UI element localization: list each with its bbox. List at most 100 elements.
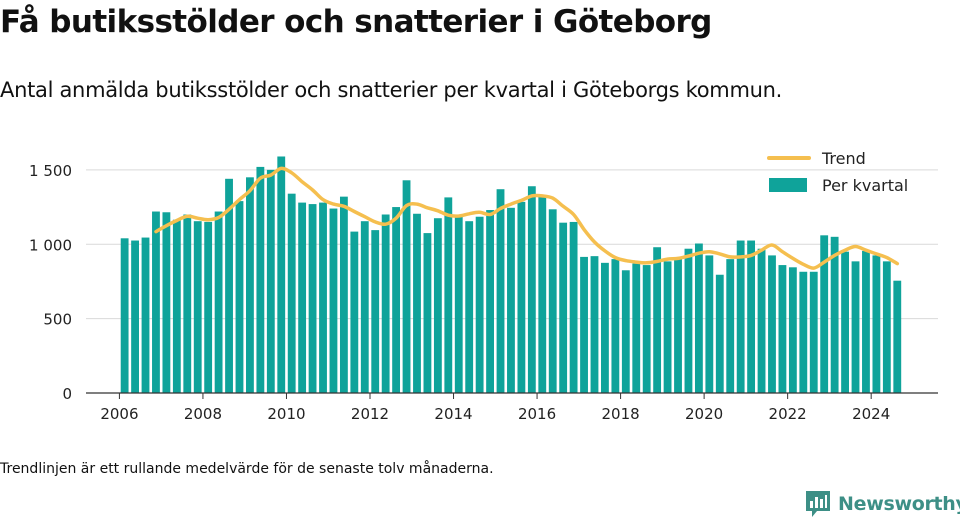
trend-line-path	[154, 166, 900, 270]
bar	[663, 261, 672, 393]
bar	[517, 201, 526, 393]
bar	[538, 196, 547, 393]
x-tick-label: 2024	[852, 405, 890, 423]
y-axis: 0 500 1 000 1 500	[29, 162, 72, 403]
bar	[308, 204, 317, 393]
bar	[433, 218, 442, 393]
bar	[632, 263, 641, 393]
bar	[172, 219, 181, 393]
x-tick-label: 2008	[184, 405, 222, 423]
bar	[590, 256, 599, 393]
bar	[141, 237, 150, 393]
bar	[235, 201, 244, 393]
bar	[820, 235, 829, 393]
legend-bar-label: Per kvartal	[822, 176, 908, 195]
x-tick-label: 2016	[518, 405, 556, 423]
bar	[862, 250, 870, 393]
legend-bar-swatch	[769, 178, 807, 192]
bar	[580, 256, 588, 393]
bar	[757, 248, 766, 393]
bar	[256, 166, 265, 393]
bar	[152, 211, 160, 393]
bar	[747, 240, 756, 393]
legend-trend-label: Trend	[821, 149, 866, 168]
bar	[872, 255, 881, 393]
bar	[183, 214, 192, 393]
bar	[287, 193, 296, 393]
bar	[726, 259, 735, 393]
bar	[830, 236, 839, 393]
bar	[413, 213, 421, 393]
bar	[684, 248, 693, 393]
bar	[642, 265, 651, 393]
bar	[621, 270, 630, 393]
bar	[527, 186, 536, 393]
bar	[423, 233, 432, 393]
bar	[715, 274, 724, 393]
bar	[809, 271, 818, 393]
bar	[559, 222, 568, 393]
x-tick-label: 2018	[601, 405, 639, 423]
bar	[601, 262, 609, 393]
x-tick-label: 2010	[267, 405, 305, 423]
bar	[131, 240, 139, 393]
bar	[788, 267, 797, 393]
x-tick-label: 2006	[100, 405, 138, 423]
bar	[444, 197, 453, 393]
bar	[392, 207, 401, 393]
bar	[799, 271, 808, 393]
bar	[381, 214, 390, 393]
x-tick-label: 2014	[434, 405, 472, 423]
bar	[475, 216, 484, 393]
bar	[225, 178, 233, 393]
brand-name: Newsworthy	[838, 493, 960, 515]
bar	[193, 221, 202, 393]
x-tick-label: 2012	[351, 405, 389, 423]
bar	[653, 247, 662, 393]
bar	[277, 156, 286, 393]
bar	[350, 231, 359, 393]
bar	[120, 238, 129, 393]
bar	[266, 169, 275, 393]
x-tick-label: 2020	[685, 405, 723, 423]
bar	[339, 196, 348, 393]
bar	[851, 261, 860, 393]
x-axis: 2006 2008 2010 2012 2014 2016 2018 2020 2022 2024	[86, 392, 938, 423]
bar	[768, 255, 776, 393]
bar	[736, 240, 745, 393]
bar	[778, 265, 787, 393]
bar	[569, 221, 578, 393]
x-tick-label: 2022	[769, 405, 807, 423]
bar	[319, 202, 327, 393]
y-tick-label: 0	[62, 385, 72, 403]
bar	[496, 189, 505, 393]
bar	[454, 214, 463, 393]
bar	[705, 255, 714, 393]
bar	[402, 180, 411, 393]
bar	[298, 202, 307, 393]
bar	[371, 230, 380, 393]
legend: Trend Per kvartal	[767, 149, 908, 195]
y-tick-label: 1 000	[29, 236, 72, 254]
bar	[214, 211, 223, 393]
bar	[204, 221, 213, 393]
bar	[548, 209, 557, 393]
bar	[882, 261, 891, 393]
bar	[360, 221, 369, 393]
footnote: Trendlinjen är ett rullande medelvärde f…	[0, 461, 494, 477]
y-tick-label: 500	[43, 311, 72, 329]
chart-title: Få butiksstölder och snatterier i Götebo…	[0, 4, 712, 40]
bar	[694, 243, 703, 393]
bar	[841, 251, 849, 393]
bars	[120, 156, 902, 393]
chart-subtitle: Antal anmälda butiksstölder och snatteri…	[0, 78, 783, 102]
bar	[162, 212, 171, 393]
bar	[246, 177, 254, 393]
bar	[611, 259, 620, 393]
y-tick-label: 1 500	[29, 162, 72, 180]
bar	[507, 207, 515, 393]
bar	[465, 221, 474, 393]
bar	[486, 210, 494, 393]
newsworthy-logo[interactable]: Newsworthy	[804, 488, 960, 520]
bar	[329, 208, 338, 393]
